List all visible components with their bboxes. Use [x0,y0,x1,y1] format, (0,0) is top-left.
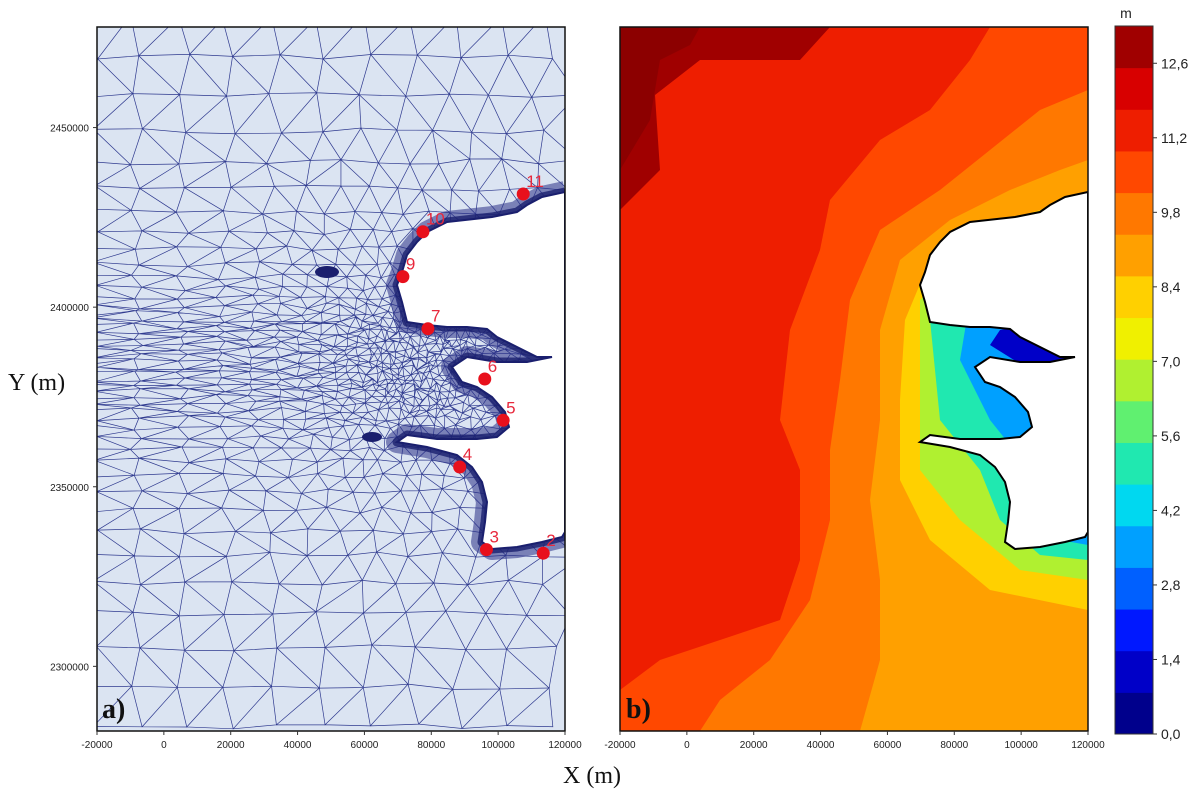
panel-a-label: a) [102,694,125,725]
station-label: 11 [526,172,544,191]
station-label: 3 [489,528,498,547]
x-tick-label: 100000 [1004,740,1038,751]
station-label: 9 [406,255,415,274]
station-marker [396,270,410,284]
land-mass [394,190,565,551]
colorbar-band [1115,317,1153,360]
colorbar-band [1115,26,1153,69]
colorbar-band [1115,275,1153,319]
x-tick-label: 40000 [807,740,835,751]
colorbar-band [1115,400,1153,443]
panel-a-x-ticks: -20000 0 20000 40000 60000 80000 100000 120000 [81,731,582,751]
station-label: 2 [546,531,555,550]
x-tick-label: 80000 [940,740,968,751]
x-tick-label: 20000 [217,740,245,751]
x-tick-label: 80000 [417,740,445,751]
x-tick-label: 100000 [481,740,515,751]
station-label: 6 [488,357,497,376]
colorbar-tick-label: 1,4 [1161,651,1181,667]
colorbar-band [1115,650,1153,693]
colorbar-band [1115,525,1153,568]
colorbar-tick-label: 0,0 [1161,726,1181,742]
station-marker [478,372,492,386]
station-marker [536,546,550,560]
colorbar-band [1115,484,1153,527]
colorbar-band [1115,109,1153,152]
panel-b-label: b) [626,694,651,725]
y-axis-label: Y (m) [8,370,65,396]
x-tick-label: 60000 [351,740,379,751]
panel-a-frame [96,26,566,732]
x-tick-label: -20000 [81,740,113,751]
station-label: 10 [426,210,445,229]
x-axis-label: X (m) [563,763,621,789]
x-tick-label: 0 [684,740,690,751]
station-marker [416,225,430,239]
colorbar-unit: m [1120,5,1132,21]
y-tick-label: 2350000 [50,483,89,494]
panel-b-frame [619,26,1089,732]
colorbar-bands [1115,26,1153,735]
contour-band-13 [620,27,700,170]
station-markers: 2 3 4 5 6 7 9 10 11 [396,172,556,560]
station-marker [479,543,493,557]
y-tick-label: 2400000 [50,303,89,314]
x-tick-label: 60000 [874,740,902,751]
panel-b: b) -20000 0 20000 40000 60000 80000 100000 1200… [604,26,1105,751]
colorbar-band [1115,234,1153,277]
colorbar-band [1115,359,1153,402]
station-marker [496,413,510,427]
colorbar-ticks: 12,6 11,2 9,8 8,4 7,0 5,6 4,2 2,8 1,4 0,0 [1153,55,1188,742]
colorbar-frame [1114,25,1154,735]
colorbar-band [1115,192,1153,235]
colorbar-tick-label: 2,8 [1161,577,1181,593]
colorbar-tick-label: 9,8 [1161,204,1181,220]
island [362,432,382,442]
colorbar: m 12,6 11,2 9,8 8,4 7,0 5,6 4,2 2,8 1,4 0,0 [1114,5,1188,742]
land-mass [917,190,1088,551]
x-tick-label: 0 [161,740,167,751]
colorbar-band [1115,567,1153,610]
colorbar-tick-label: 8,4 [1161,279,1181,295]
station-label: 5 [506,398,515,417]
y-tick-label: 2450000 [50,124,89,135]
panel-a-y-ticks: 2450000 2400000 2350000 2300000 [50,124,97,673]
station-label: 7 [431,307,440,326]
colorbar-band [1115,67,1153,110]
colorbar-band [1115,609,1153,652]
station-marker [421,322,435,336]
colorbar-band [1115,692,1153,735]
panel-b-x-ticks: -20000 0 20000 40000 60000 80000 100000 120000 [604,731,1105,751]
y-tick-label: 2300000 [50,662,89,673]
colorbar-tick-label: 12,6 [1161,55,1188,71]
colorbar-tick-label: 11,2 [1161,130,1187,146]
panel-a: 2 3 4 5 6 7 9 10 11 a) -20000 0 20000 40000 60000 800… [50,26,582,751]
station-label: 4 [463,445,472,464]
contour-band-12-6 [620,27,830,210]
x-tick-label: -20000 [604,740,636,751]
island [315,266,339,278]
x-tick-label: 20000 [740,740,768,751]
colorbar-tick-label: 5,6 [1161,428,1181,444]
colorbar-band [1115,442,1153,485]
x-tick-label: 40000 [284,740,312,751]
colorbar-tick-label: 4,2 [1161,502,1181,518]
colorbar-tick-label: 7,0 [1161,353,1181,369]
station-marker [453,460,467,474]
station-marker [516,187,530,201]
x-tick-label: 120000 [548,740,582,751]
colorbar-band [1115,150,1153,194]
x-tick-label: 120000 [1071,740,1105,751]
